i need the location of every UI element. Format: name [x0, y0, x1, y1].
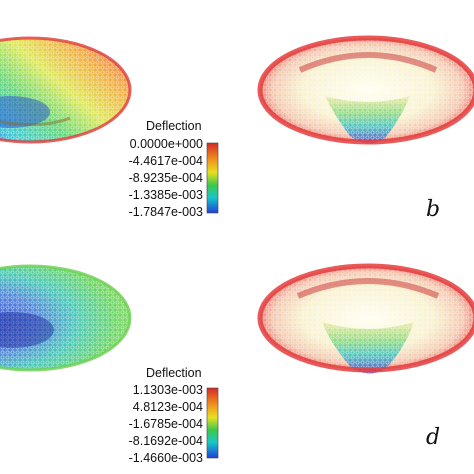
plate-top-right: [257, 35, 474, 145]
colorbar-tick-label: -1.7847e-003: [129, 205, 203, 219]
colorbar-bottom: Deflection 1.1303e-003 4.8123e-004 -1.67…: [129, 366, 219, 465]
colorbar-tick-label: -8.9235e-004: [129, 171, 203, 185]
colorbar-top: Deflection 0.0000e+000 -4.4617e-004 -8.9…: [129, 119, 219, 219]
plate-bottom-left: [0, 264, 132, 372]
colorbar-title: Deflection: [146, 119, 202, 133]
plate-top-left: [0, 36, 132, 144]
plate-bottom-right: [257, 263, 474, 374]
colorbar-title: Deflection: [146, 366, 202, 380]
colorbar-tick-label: 0.0000e+000: [130, 137, 203, 151]
colorbar-tick-label: -1.3385e-003: [129, 188, 203, 202]
colorbar-tick-label: 4.8123e-004: [133, 400, 203, 414]
panel-label-b: b: [426, 197, 440, 222]
colorbar-scale: [206, 387, 219, 459]
colorbar-tick-label: 1.1303e-003: [133, 383, 203, 397]
colorbar-tick-label: -8.1692e-004: [129, 434, 203, 448]
colorbar-tick-label: -1.6785e-004: [129, 417, 203, 431]
panel-label-d: d: [426, 425, 440, 450]
colorbar-tick-label: -1.4660e-003: [129, 451, 203, 465]
colorbar-scale: [206, 142, 219, 214]
colorbar-tick-label: -4.4617e-004: [129, 154, 203, 168]
